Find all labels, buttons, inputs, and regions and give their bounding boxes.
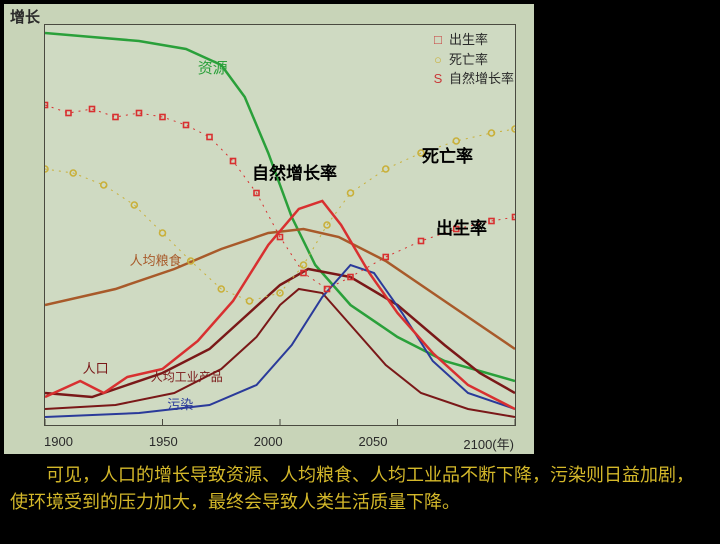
svg-text:人均粮食: 人均粮食 [130, 253, 182, 268]
overlay-label: 出生率 [436, 214, 487, 239]
legend: □出生率 ○死亡率 S自然增长率 [431, 30, 514, 89]
legend-item: □出生率 [431, 30, 514, 50]
xtick: 1950 [149, 434, 178, 452]
caption-text: 可见，人口的增长导致资源、人均粮食、人均工业品不断下降，污染则日益加剧，使环境受… [0, 454, 720, 516]
overlay-label: 自然增长率 [252, 159, 337, 184]
overlay-label: 死亡率 [422, 142, 473, 167]
y-axis-label: 增长 [10, 6, 40, 27]
xtick: 2000 [254, 434, 283, 452]
legend-item: S自然增长率 [431, 69, 514, 89]
xtick: 2100(年) [463, 434, 514, 452]
svg-text:人均工业产品: 人均工业产品 [151, 370, 223, 384]
svg-text:污染: 污染 [167, 397, 193, 412]
s-icon: S [431, 69, 445, 89]
svg-text:资源: 资源 [198, 60, 228, 77]
x-axis-labels: 1900 1950 2000 2050 2100(年) [44, 434, 514, 452]
xtick: 1900 [44, 434, 73, 452]
chart-container: 增长 资源人均粮食人口人均工业产品污染 1900 1950 2000 2050 … [4, 4, 534, 454]
xtick: 2050 [359, 434, 388, 452]
legend-item: ○死亡率 [431, 50, 514, 70]
square-icon: □ [431, 30, 445, 50]
svg-text:人口: 人口 [83, 361, 109, 376]
circle-icon: ○ [431, 50, 445, 70]
